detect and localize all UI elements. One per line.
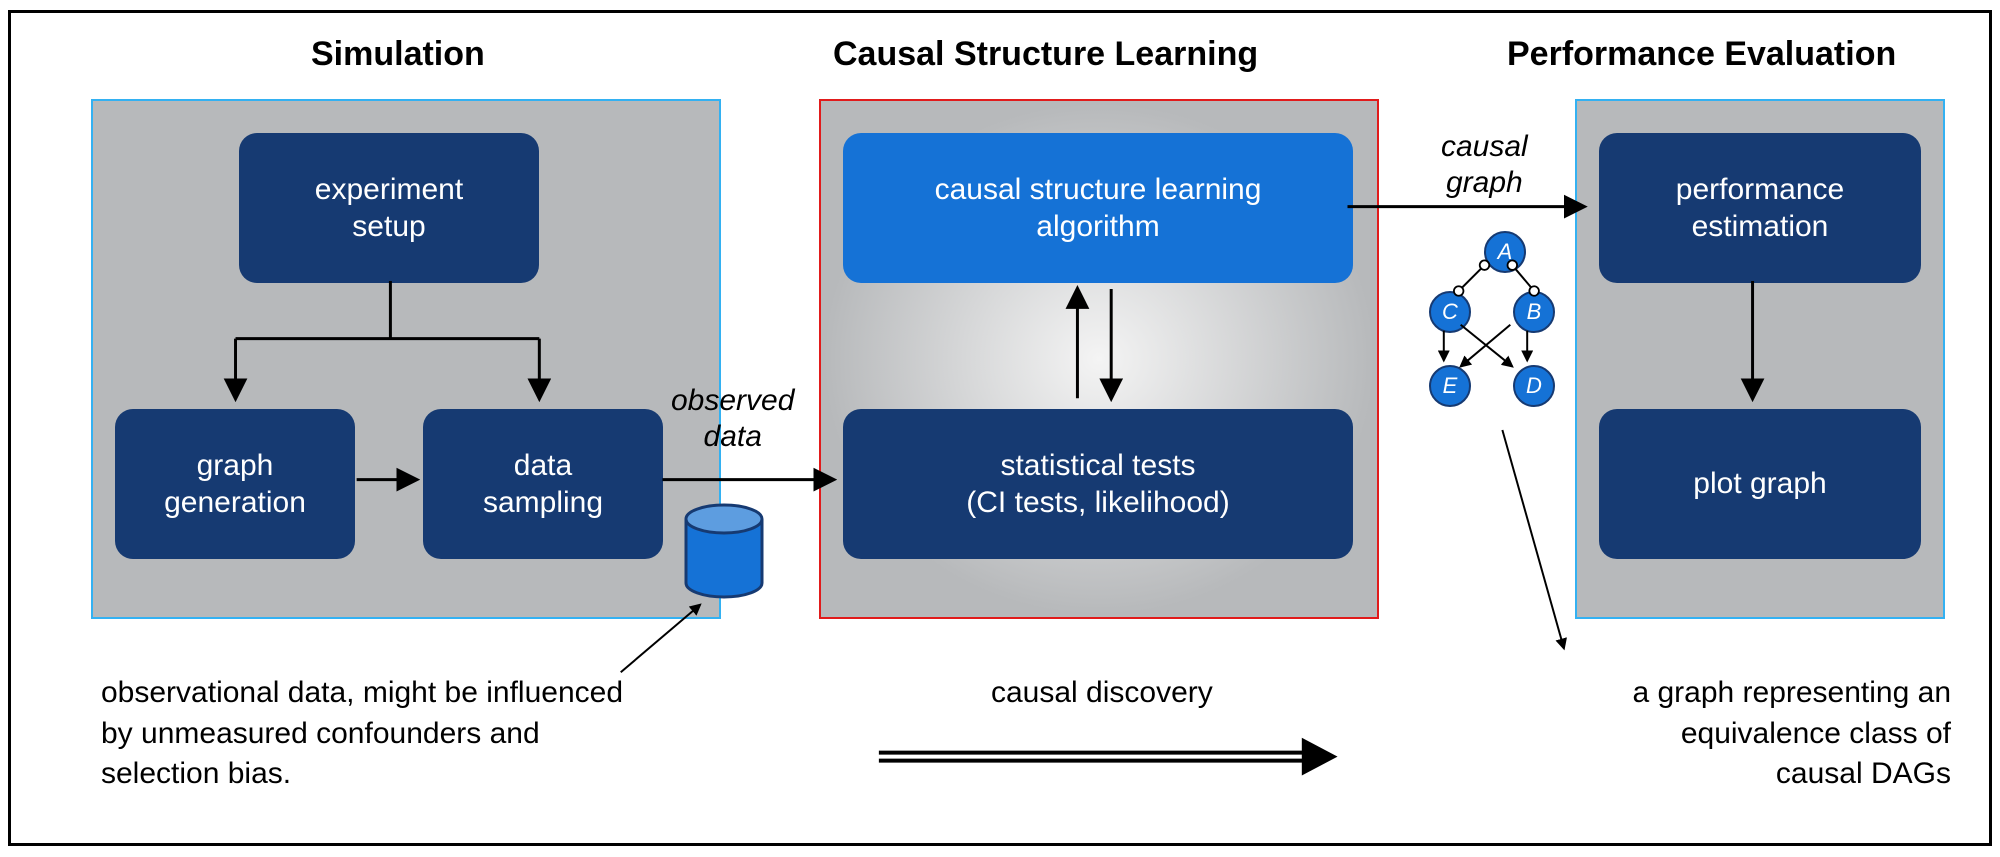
box-plot-graph: plot graph — [1599, 409, 1921, 559]
note-observational-data: observational data, might be influenced … — [101, 673, 623, 795]
title-simulation: Simulation — [311, 35, 485, 74]
note-causal-discovery: causal discovery — [991, 673, 1213, 714]
diagram-frame: Simulation Causal Structure Learning Per… — [8, 10, 1992, 846]
dag-node-c: C — [1429, 291, 1471, 333]
label: performance estimation — [1676, 171, 1844, 246]
box-performance-estimation: performance estimation — [1599, 133, 1921, 283]
dag-node-d: D — [1513, 365, 1555, 407]
box-data-sampling: data sampling — [423, 409, 663, 559]
label-causal-graph: causal graph — [1441, 129, 1528, 201]
dag-node-e: E — [1429, 365, 1471, 407]
cylinder-icon — [683, 503, 765, 603]
label: experiment setup — [315, 171, 463, 246]
box-experiment-setup: experiment setup — [239, 133, 539, 283]
label: statistical tests (CI tests, likelihood) — [966, 447, 1229, 522]
label: data sampling — [483, 447, 603, 522]
box-csl-algorithm: causal structure learning algorithm — [843, 133, 1353, 283]
title-csl: Causal Structure Learning — [833, 35, 1258, 74]
label: plot graph — [1693, 465, 1826, 503]
box-statistical-tests: statistical tests (CI tests, likelihood) — [843, 409, 1353, 559]
label: graph generation — [164, 447, 306, 522]
label-observed-data: observed data — [671, 383, 794, 455]
label: causal structure learning algorithm — [935, 171, 1262, 246]
note-equivalence-class: a graph representing an equivalence clas… — [1411, 673, 1951, 795]
title-perf: Performance Evaluation — [1507, 35, 1896, 74]
dag-node-a: A — [1484, 231, 1526, 273]
box-graph-generation: graph generation — [115, 409, 355, 559]
dag-node-b: B — [1513, 291, 1555, 333]
